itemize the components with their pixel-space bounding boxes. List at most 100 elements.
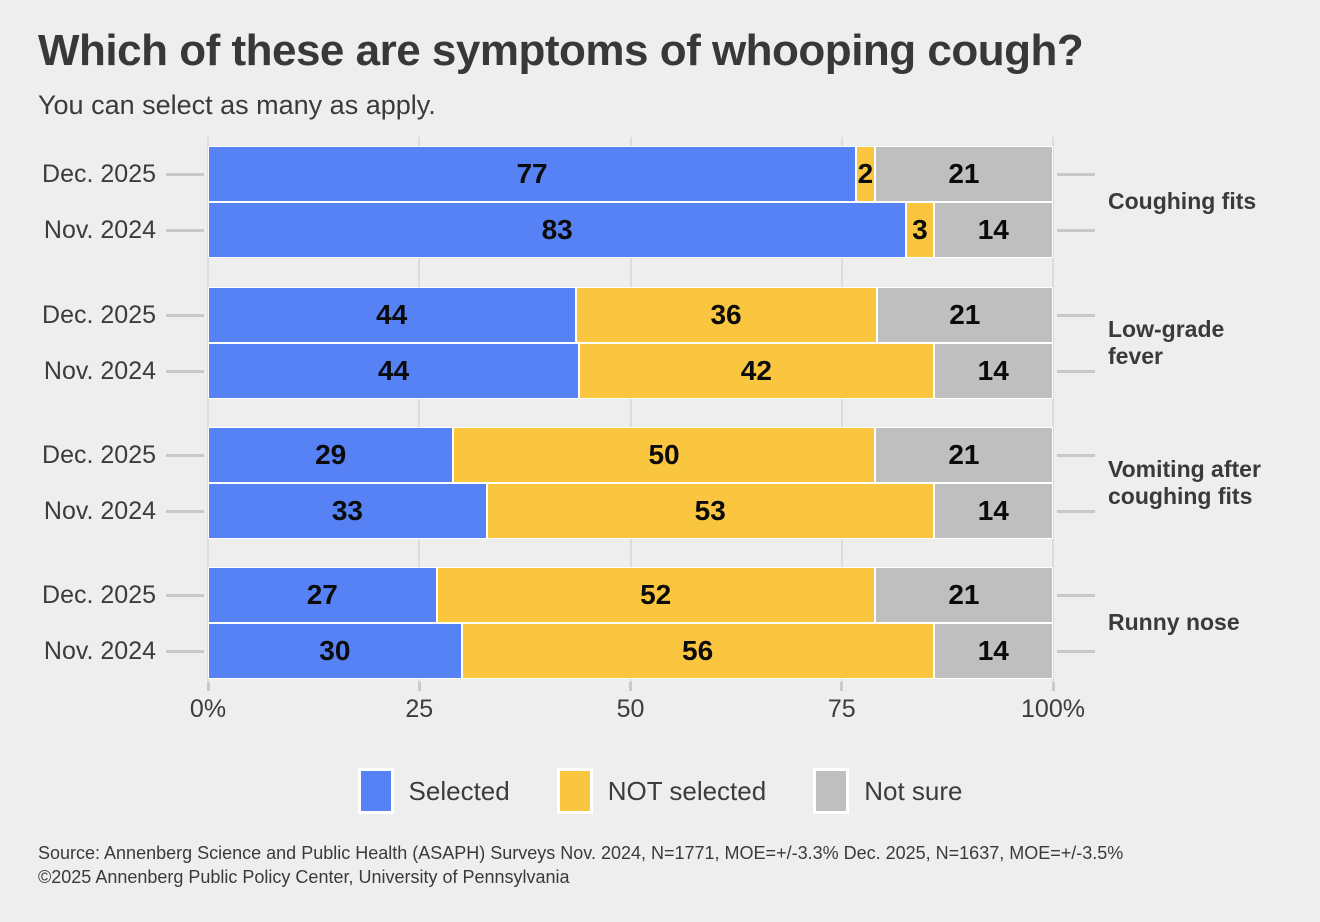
chart-subtitle: You can select as many as apply. bbox=[38, 90, 436, 120]
bar-value: 3 bbox=[912, 214, 928, 245]
group-label: Coughing fits bbox=[1108, 188, 1257, 215]
bar-segment-not-sure: 21 bbox=[874, 146, 1053, 202]
bar-value: 42 bbox=[740, 355, 772, 386]
bar-segment-not-sure: 21 bbox=[876, 287, 1053, 343]
legend: Selected NOT selected Not sure bbox=[0, 768, 1320, 814]
bar-segment-not-selected: 3 bbox=[906, 202, 934, 258]
copyright-text: ©2025 Annenberg Public Policy Center, Un… bbox=[38, 867, 570, 887]
right-tick bbox=[1057, 454, 1095, 457]
bar-segment-not-selected: 52 bbox=[436, 567, 875, 623]
bar-group: 44 36 21 44 42 14 bbox=[208, 287, 1053, 399]
gridline bbox=[629, 137, 632, 691]
bar-value: 36 bbox=[710, 299, 742, 330]
bar-value: 33 bbox=[331, 495, 364, 526]
bar-segment-selected: 77 bbox=[208, 146, 857, 202]
bar-segment-selected: 44 bbox=[208, 287, 576, 343]
bar-value: 14 bbox=[977, 635, 1009, 666]
right-tick bbox=[1057, 314, 1095, 317]
bar-segment-selected: 30 bbox=[208, 623, 462, 679]
bar-value: 30 bbox=[319, 635, 351, 666]
axis-tick-label: 100% bbox=[1021, 695, 1085, 723]
bar-value: 21 bbox=[948, 579, 980, 610]
row-label: Nov. 2024 bbox=[43, 356, 156, 385]
row-label: Dec. 2025 bbox=[42, 580, 156, 609]
bar-group: 27 52 21 30 56 14 bbox=[208, 567, 1053, 679]
axis-tick-mark bbox=[629, 682, 632, 691]
left-tick bbox=[166, 370, 204, 373]
bar-group: 29 50 21 33 53 14 bbox=[208, 427, 1053, 539]
chart-footer: Source: Annenberg Science and Public Hea… bbox=[38, 841, 1123, 889]
bar-value: 53 bbox=[694, 495, 726, 526]
legend-label-not-selected: NOT selected bbox=[607, 775, 767, 806]
bar-row: 77 2 21 bbox=[208, 146, 1053, 202]
bar-row: 27 52 21 bbox=[208, 567, 1053, 623]
legend-label-not-sure: Not sure bbox=[864, 775, 963, 806]
bar-row: 29 50 21 bbox=[208, 427, 1053, 483]
row-label: Dec. 2025 bbox=[42, 159, 156, 188]
left-tick bbox=[166, 510, 204, 513]
legend-label-selected: Selected bbox=[408, 775, 510, 806]
bar-row: 44 36 21 bbox=[208, 287, 1053, 343]
bar-segment-selected: 27 bbox=[208, 567, 437, 623]
legend-item-not-sure: Not sure bbox=[813, 768, 962, 814]
gridline bbox=[207, 137, 209, 691]
right-tick bbox=[1057, 510, 1095, 513]
bar-segment-selected: 33 bbox=[208, 483, 487, 539]
axis-tick-mark bbox=[840, 682, 844, 691]
bar-segment-not-selected: 56 bbox=[461, 623, 934, 679]
bar-value: 29 bbox=[315, 439, 347, 470]
bar-value: 14 bbox=[977, 214, 1009, 245]
bar-group: 77 2 21 83 3 14 bbox=[208, 146, 1053, 258]
source-text: Source: Annenberg Science and Public Hea… bbox=[38, 843, 1124, 863]
bar-value: 21 bbox=[948, 439, 980, 470]
bar-segment-not-sure: 14 bbox=[933, 343, 1053, 399]
bar-segment-not-sure: 14 bbox=[933, 483, 1053, 539]
legend-item-selected: Selected bbox=[357, 768, 510, 814]
axis-tick-label: 75 bbox=[827, 695, 856, 723]
axis-tick-mark bbox=[417, 682, 421, 691]
bar-row: 83 3 14 bbox=[208, 202, 1053, 258]
right-tick bbox=[1057, 173, 1095, 176]
left-tick bbox=[166, 173, 204, 176]
gridline bbox=[840, 137, 843, 691]
bar-value: 14 bbox=[977, 355, 1009, 386]
bar-segment-not-sure: 14 bbox=[933, 202, 1053, 258]
bar-value: 21 bbox=[949, 299, 981, 330]
left-tick bbox=[166, 454, 204, 457]
bar-value: 50 bbox=[648, 439, 680, 470]
bar-value: 44 bbox=[378, 355, 410, 386]
bar-segment-not-selected: 36 bbox=[575, 287, 877, 343]
bar-segment-not-selected: 50 bbox=[453, 427, 875, 483]
group-label: Vomiting after coughing fits bbox=[1108, 455, 1261, 509]
bar-segment-selected: 83 bbox=[208, 202, 907, 258]
group-label: Runny nose bbox=[1108, 609, 1240, 636]
bar-segment-not-selected: 53 bbox=[486, 483, 934, 539]
bar-value: 56 bbox=[682, 635, 714, 666]
bar-value: 44 bbox=[376, 299, 408, 330]
axis-tick-mark bbox=[206, 682, 210, 691]
row-label: Dec. 2025 bbox=[42, 300, 156, 329]
bar-value: 14 bbox=[977, 495, 1009, 526]
bar-value: 2 bbox=[857, 158, 874, 189]
group-label: Low-grade fever bbox=[1108, 315, 1225, 369]
row-label: Nov. 2024 bbox=[43, 496, 156, 525]
bar-segment-not-sure: 21 bbox=[874, 567, 1053, 623]
gridline bbox=[418, 137, 421, 691]
axis-tick-mark bbox=[1051, 682, 1055, 691]
bar-segment-not-sure: 21 bbox=[874, 427, 1053, 483]
legend-swatch-not-selected bbox=[556, 768, 593, 814]
bar-segment-selected: 29 bbox=[208, 427, 454, 483]
row-label: Nov. 2024 bbox=[43, 636, 156, 665]
bar-segment-not-sure: 14 bbox=[933, 623, 1053, 679]
axis-tick-label: 25 bbox=[405, 695, 434, 723]
left-tick bbox=[166, 314, 204, 317]
bar-segment-not-selected: 42 bbox=[579, 343, 934, 399]
bar-value: 27 bbox=[306, 579, 338, 610]
right-tick bbox=[1057, 370, 1095, 373]
bar-row: 44 42 14 bbox=[208, 343, 1053, 399]
right-tick bbox=[1057, 650, 1095, 653]
bar-row: 33 53 14 bbox=[208, 483, 1053, 539]
legend-item-not-selected: NOT selected bbox=[556, 768, 767, 814]
